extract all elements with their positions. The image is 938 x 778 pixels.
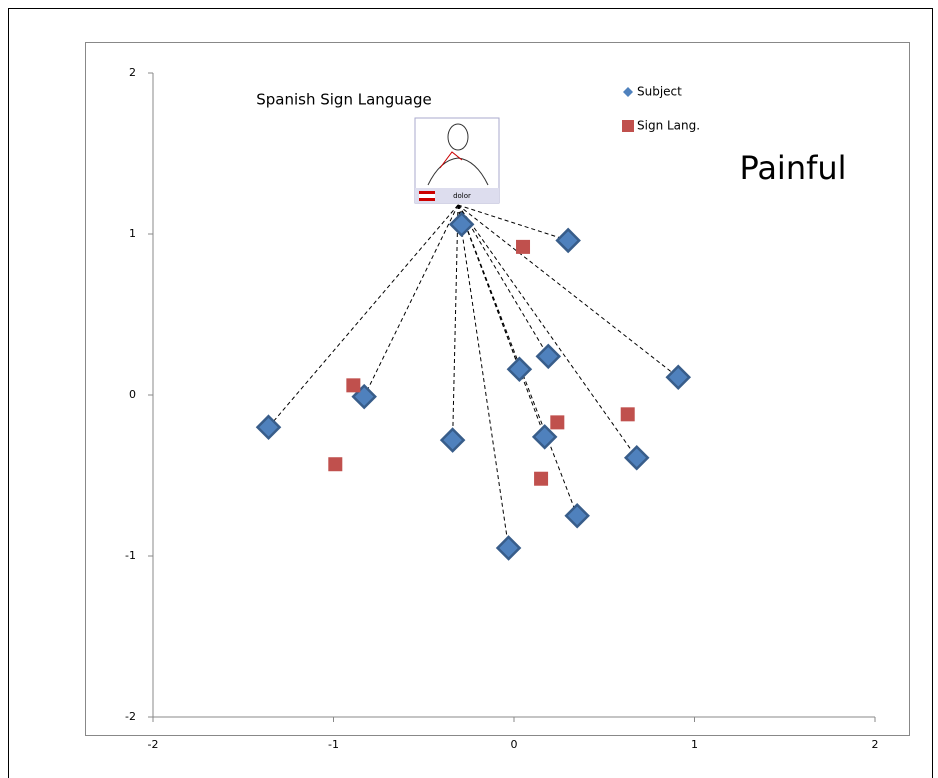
chart-title: Spanish Sign Language (256, 91, 432, 109)
y-tick-label: 1 (129, 227, 136, 240)
y-tick-label: -2 (125, 710, 136, 723)
x-tick-label: -1 (328, 738, 339, 751)
legend-marker (622, 120, 634, 132)
point (534, 472, 548, 486)
image-caption: dolor (453, 192, 471, 200)
y-tick-label: -1 (125, 549, 136, 562)
x-tick-label: 0 (511, 738, 518, 751)
point (621, 407, 635, 421)
point (328, 457, 342, 471)
x-tick-label: 2 (872, 738, 879, 751)
legend-label: Subject (637, 85, 682, 99)
legend-label: Sign Lang. (637, 119, 700, 133)
x-tick-label: -2 (148, 738, 159, 751)
sign-image: dolor (415, 118, 499, 203)
point (516, 240, 530, 254)
point (346, 378, 360, 392)
x-tick-label: 1 (691, 738, 698, 751)
y-tick-label: 2 (129, 66, 136, 79)
flag-stripe (419, 194, 435, 198)
y-tick-label: 0 (129, 388, 136, 401)
chart: Spanish Sign Language Painful dolor -2 -1… (0, 0, 938, 778)
annotation: Painful (739, 149, 846, 187)
point (550, 415, 564, 429)
